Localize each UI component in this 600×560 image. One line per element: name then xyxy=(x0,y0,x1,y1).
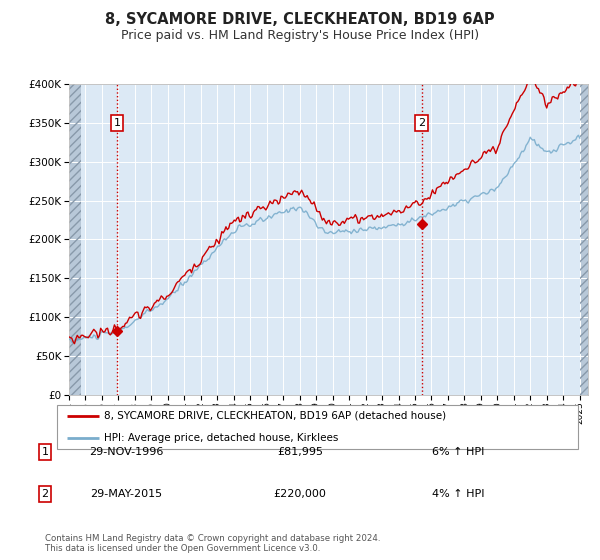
Text: 2: 2 xyxy=(418,118,425,128)
Text: 2: 2 xyxy=(41,489,49,499)
Bar xyxy=(580,84,588,395)
Text: Contains HM Land Registry data © Crown copyright and database right 2024.
This d: Contains HM Land Registry data © Crown c… xyxy=(45,534,380,553)
Text: 8, SYCAMORE DRIVE, CLECKHEATON, BD19 6AP: 8, SYCAMORE DRIVE, CLECKHEATON, BD19 6AP xyxy=(105,12,495,27)
Bar xyxy=(69,84,80,395)
Text: 29-MAY-2015: 29-MAY-2015 xyxy=(90,489,162,499)
Text: HPI: Average price, detached house, Kirklees: HPI: Average price, detached house, Kirk… xyxy=(104,433,338,444)
Text: 8, SYCAMORE DRIVE, CLECKHEATON, BD19 6AP (detached house): 8, SYCAMORE DRIVE, CLECKHEATON, BD19 6AP… xyxy=(104,410,446,421)
Text: 1: 1 xyxy=(113,118,121,128)
Text: 4% ↑ HPI: 4% ↑ HPI xyxy=(432,489,485,499)
Bar xyxy=(69,84,80,395)
FancyBboxPatch shape xyxy=(56,405,578,449)
Text: 6% ↑ HPI: 6% ↑ HPI xyxy=(432,447,484,457)
Text: £81,995: £81,995 xyxy=(277,447,323,457)
Text: 1: 1 xyxy=(41,447,49,457)
Text: £220,000: £220,000 xyxy=(274,489,326,499)
Text: 29-NOV-1996: 29-NOV-1996 xyxy=(89,447,163,457)
Bar xyxy=(580,84,588,395)
Text: Price paid vs. HM Land Registry's House Price Index (HPI): Price paid vs. HM Land Registry's House … xyxy=(121,29,479,42)
